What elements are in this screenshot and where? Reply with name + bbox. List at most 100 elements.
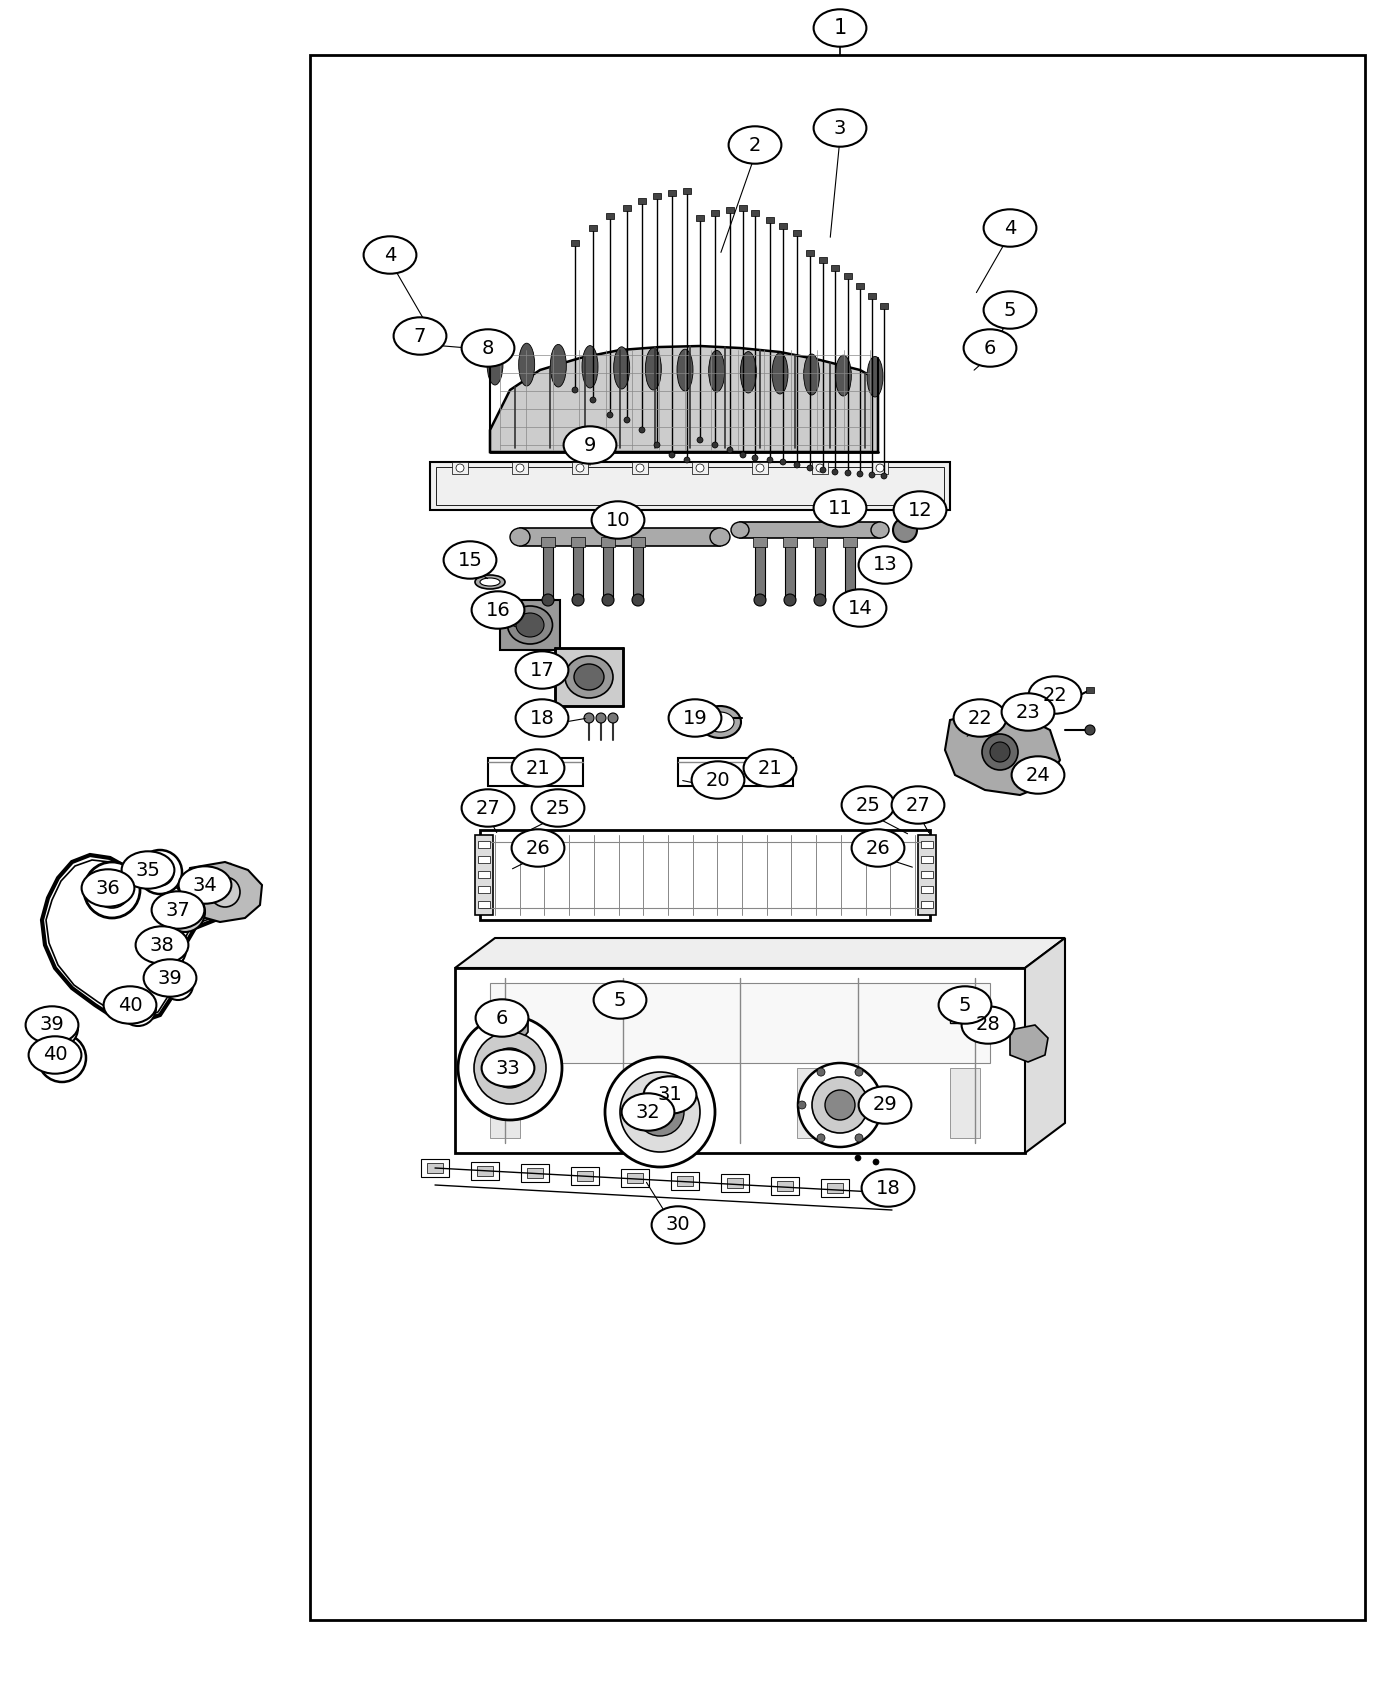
Circle shape: [458, 1017, 561, 1120]
Polygon shape: [777, 1180, 792, 1190]
Circle shape: [816, 464, 825, 473]
Bar: [792, 230, 801, 236]
Circle shape: [165, 892, 204, 932]
Bar: [571, 240, 580, 246]
Ellipse shape: [813, 109, 867, 146]
Bar: [612, 989, 631, 1006]
Polygon shape: [577, 1171, 594, 1180]
Polygon shape: [455, 938, 1065, 967]
Text: 14: 14: [847, 598, 872, 617]
Polygon shape: [521, 1164, 549, 1181]
Bar: [696, 214, 704, 221]
Ellipse shape: [582, 345, 598, 388]
Polygon shape: [678, 1175, 693, 1185]
Text: 26: 26: [865, 838, 890, 857]
Ellipse shape: [613, 347, 630, 389]
Bar: [644, 1068, 673, 1137]
Circle shape: [953, 1006, 967, 1022]
Text: 20: 20: [706, 770, 731, 789]
Bar: [872, 462, 888, 474]
Text: 27: 27: [906, 796, 931, 814]
Circle shape: [608, 712, 617, 722]
Text: 6: 6: [984, 338, 997, 357]
Circle shape: [818, 1068, 825, 1076]
Bar: [951, 1068, 980, 1137]
Ellipse shape: [480, 578, 500, 586]
Bar: [815, 546, 825, 600]
Circle shape: [669, 452, 675, 457]
Circle shape: [127, 998, 148, 1018]
Bar: [819, 257, 827, 264]
Ellipse shape: [804, 354, 819, 394]
Text: 5: 5: [613, 991, 626, 1010]
Ellipse shape: [122, 852, 175, 889]
Bar: [711, 211, 720, 216]
Polygon shape: [727, 1178, 743, 1188]
Ellipse shape: [444, 541, 497, 578]
Circle shape: [573, 593, 584, 605]
Circle shape: [120, 989, 155, 1027]
Bar: [638, 197, 645, 204]
Bar: [918, 835, 937, 915]
Circle shape: [210, 877, 239, 908]
Ellipse shape: [699, 706, 741, 738]
Polygon shape: [1025, 938, 1065, 1153]
Text: 23: 23: [1015, 702, 1040, 721]
Circle shape: [575, 464, 584, 473]
Bar: [797, 1068, 826, 1137]
Circle shape: [53, 1023, 63, 1034]
Bar: [921, 857, 932, 864]
Bar: [519, 529, 720, 546]
Circle shape: [608, 411, 613, 418]
Bar: [832, 265, 839, 270]
Bar: [678, 758, 792, 785]
Bar: [573, 546, 582, 600]
Bar: [778, 223, 787, 230]
Bar: [500, 600, 560, 649]
Ellipse shape: [462, 789, 514, 826]
Circle shape: [820, 468, 826, 473]
Ellipse shape: [836, 355, 851, 396]
Ellipse shape: [104, 986, 157, 1023]
Polygon shape: [627, 1173, 643, 1183]
Ellipse shape: [151, 891, 204, 928]
Circle shape: [713, 442, 718, 449]
Ellipse shape: [136, 927, 189, 964]
Circle shape: [857, 471, 862, 478]
Bar: [631, 462, 648, 474]
Text: 33: 33: [496, 1059, 521, 1078]
Text: 11: 11: [827, 498, 853, 517]
Ellipse shape: [706, 712, 734, 733]
Bar: [606, 212, 615, 219]
Text: 13: 13: [872, 556, 897, 575]
Circle shape: [157, 938, 179, 960]
Circle shape: [696, 464, 704, 473]
Polygon shape: [945, 711, 1060, 796]
Text: 36: 36: [95, 879, 120, 898]
Text: 24: 24: [1026, 765, 1050, 784]
Bar: [844, 274, 853, 279]
Circle shape: [855, 1068, 862, 1076]
Bar: [480, 830, 930, 920]
Bar: [477, 901, 490, 908]
Bar: [589, 224, 596, 231]
Bar: [540, 537, 554, 547]
Circle shape: [650, 1102, 671, 1122]
Circle shape: [636, 1088, 685, 1136]
Circle shape: [685, 457, 690, 462]
Bar: [766, 218, 774, 223]
Circle shape: [48, 1044, 77, 1073]
Text: 19: 19: [683, 709, 707, 728]
Bar: [573, 462, 588, 474]
Ellipse shape: [984, 209, 1036, 246]
Bar: [543, 546, 553, 600]
Ellipse shape: [644, 1076, 696, 1114]
Ellipse shape: [867, 357, 883, 398]
Text: 4: 4: [1004, 219, 1016, 238]
Circle shape: [780, 459, 785, 466]
Circle shape: [542, 593, 554, 605]
Text: 31: 31: [658, 1086, 682, 1105]
Ellipse shape: [472, 592, 525, 629]
Ellipse shape: [550, 345, 567, 388]
Polygon shape: [1009, 1025, 1049, 1062]
